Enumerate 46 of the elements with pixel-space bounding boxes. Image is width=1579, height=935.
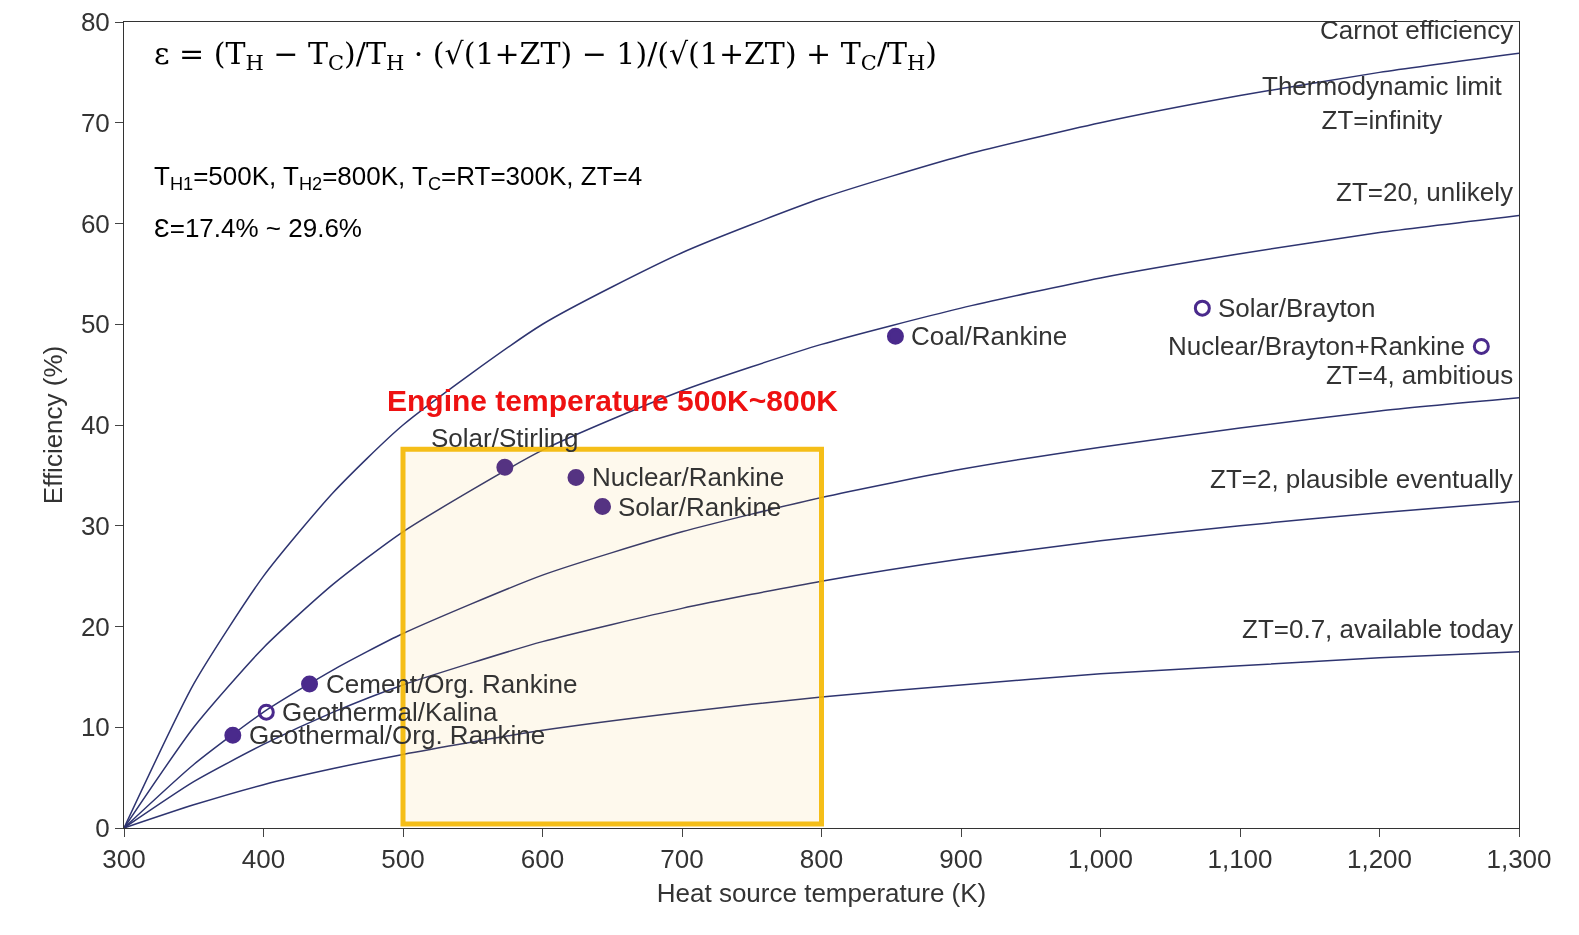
annotation: Coal/Rankine — [911, 321, 1068, 351]
annotation: Solar/Stirling — [431, 423, 579, 453]
annotation: Thermodynamic limit ZT=infinity — [1262, 71, 1503, 135]
x-tick-label: 1,200 — [1346, 844, 1413, 875]
point — [594, 498, 611, 516]
point — [224, 726, 242, 744]
annotation: Solar/Brayton — [1218, 293, 1376, 323]
x-tick-label: 700 — [660, 844, 704, 875]
y-tick-label: 20 — [80, 611, 110, 642]
annotation: Ɛ=17.4% ~ 29.6% — [154, 213, 362, 243]
x-tick-label: 400 — [241, 844, 286, 875]
y-tick-label: 60 — [80, 208, 110, 239]
point — [257, 703, 275, 721]
x-tick-label: 800 — [799, 844, 844, 875]
point — [567, 468, 585, 486]
y-axis-title: Efficiency (%) — [38, 345, 69, 505]
y-tick-label: 50 — [80, 309, 110, 340]
point — [1193, 299, 1211, 317]
x-tick-label: 1,100 — [1207, 844, 1273, 875]
x-axis-title: Heat source temperature (K) — [656, 877, 987, 908]
point — [496, 458, 514, 476]
x-tick-label: 900 — [939, 844, 983, 875]
y-tick-label: 30 — [80, 510, 110, 541]
annotation: Solar/Rankine — [618, 492, 782, 522]
y-tick-label: 0 — [95, 813, 110, 844]
series-label: ZT=2, plausible eventually — [1210, 464, 1513, 494]
y-tick-label: 10 — [80, 712, 110, 743]
y-tick-label: 70 — [80, 107, 110, 138]
x-tick-label: 300 — [102, 844, 146, 875]
x-tick-label: 600 — [520, 844, 565, 875]
series-label: ZT=4, ambitious — [1326, 360, 1514, 390]
series-label: ZT=20, unlikely — [1336, 177, 1514, 207]
annotation: T$_{H1}$=500K, T$_{H2}$=800K, T$_{C}$=RT=300K, ZT=4 — [154, 161, 643, 195]
x-tick-label: 1,000 — [1067, 844, 1134, 875]
point — [301, 675, 319, 693]
point — [886, 327, 904, 345]
x-tick-label: 500 — [381, 844, 425, 875]
y-tick-label: 40 — [80, 410, 110, 441]
series-label: ZT=0.7, available today — [1242, 614, 1513, 644]
text: ε = (T$_{H}$ − T$_{C}$)/T$_{H}$ · (√(1+ZT) − 1)/(√(1+ZT) + T$_{C}$/T$_{H}$) — [154, 36, 938, 76]
annotation: Nuclear/Rankine — [592, 462, 785, 492]
y-tick-label: 80 — [80, 7, 110, 38]
series-label: Carnot efficiency — [1320, 15, 1514, 45]
annotation: Nuclear/Brayton+Rankine — [1168, 331, 1465, 361]
point — [1472, 337, 1490, 355]
x-tick-label: 1,300 — [1486, 844, 1552, 875]
